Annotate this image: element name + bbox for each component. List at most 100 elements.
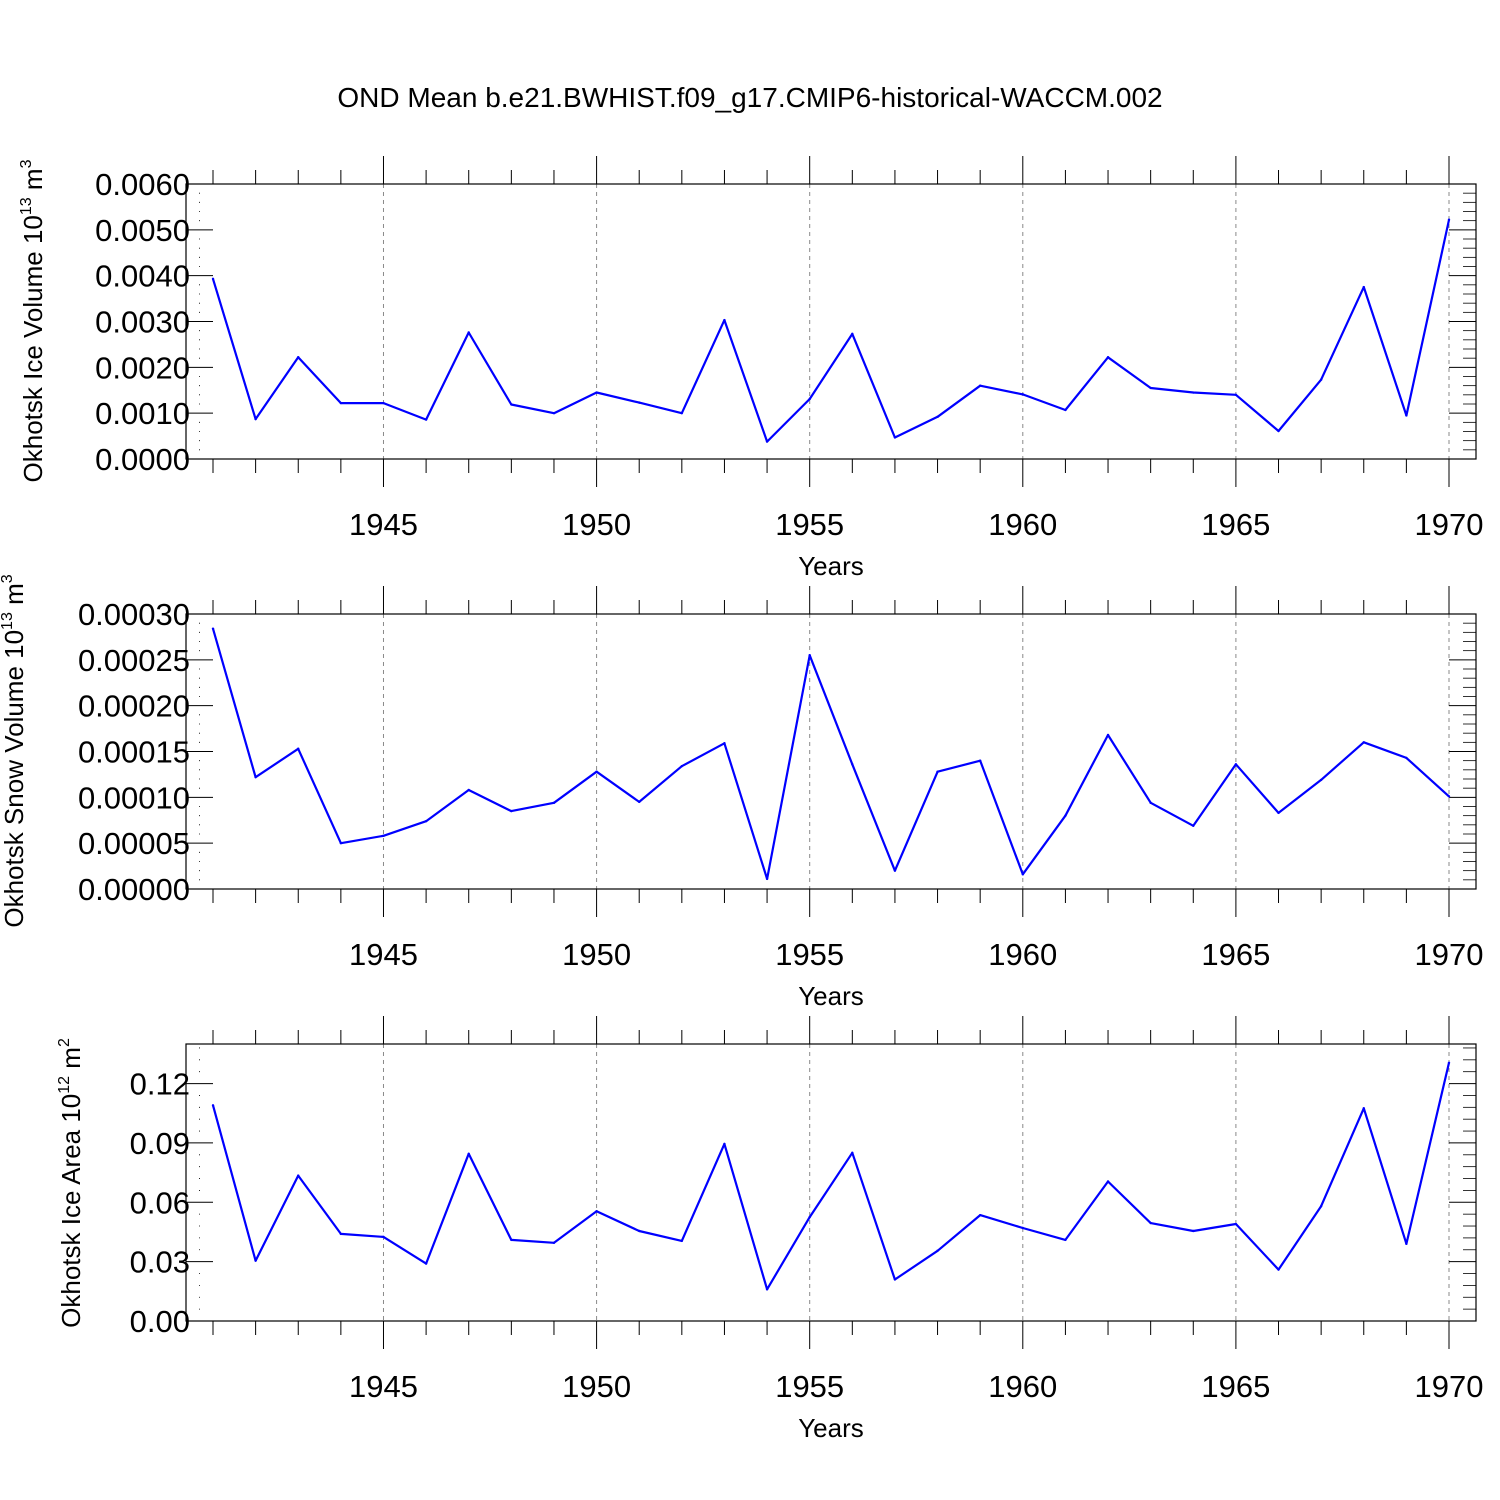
data-point bbox=[1277, 429, 1280, 433]
data-point bbox=[552, 801, 556, 805]
x-axis-label: Years bbox=[798, 1413, 864, 1443]
data-point bbox=[936, 415, 939, 419]
x-tick-label: 1960 bbox=[988, 507, 1057, 542]
data-point bbox=[638, 800, 641, 804]
data-point bbox=[893, 869, 897, 872]
x-tick-label: 1945 bbox=[349, 1369, 418, 1404]
data-point bbox=[211, 627, 215, 630]
data-point bbox=[808, 397, 811, 401]
data-point bbox=[680, 764, 684, 768]
data-point bbox=[1405, 756, 1408, 760]
data-point bbox=[1106, 356, 1110, 359]
data-point bbox=[424, 1262, 428, 1265]
data-point bbox=[936, 1249, 939, 1252]
data-point bbox=[978, 384, 982, 387]
y-tick-label: 0.09 bbox=[130, 1126, 190, 1161]
y-axis-label: Okhotsk Ice Volume 1013 m3 bbox=[18, 159, 48, 482]
data-point bbox=[1064, 408, 1067, 412]
data-point bbox=[1405, 1242, 1408, 1246]
data-point bbox=[1021, 1226, 1024, 1230]
y-tick-label: 0.00030 bbox=[78, 597, 190, 632]
x-tick-label: 1945 bbox=[349, 937, 418, 972]
y-tick-label: 0.00025 bbox=[78, 643, 190, 678]
data-point bbox=[297, 747, 300, 750]
x-tick-label: 1970 bbox=[1415, 1369, 1484, 1404]
x-tick-label: 1960 bbox=[988, 937, 1057, 972]
data-point bbox=[851, 1151, 854, 1155]
data-point bbox=[1192, 1229, 1195, 1233]
x-axis-label: Years bbox=[798, 981, 864, 1011]
data-point bbox=[1106, 733, 1110, 737]
y-tick-label: 0.0040 bbox=[95, 259, 190, 294]
data-point bbox=[936, 770, 939, 773]
data-point bbox=[1362, 741, 1365, 744]
data-point bbox=[467, 331, 470, 334]
y-tick-label: 0.0010 bbox=[95, 396, 190, 431]
y-tick-label: 0.0060 bbox=[95, 167, 190, 202]
x-axis-label: Years bbox=[798, 551, 864, 581]
x-tick-label: 1945 bbox=[349, 507, 418, 542]
y-axis-label: Okhotsk Snow Volume 1013 m3 bbox=[0, 574, 29, 927]
x-tick-label: 1955 bbox=[775, 937, 844, 972]
data-point bbox=[382, 1235, 385, 1239]
data-point bbox=[1021, 873, 1024, 876]
data-point bbox=[851, 763, 854, 766]
series-line bbox=[211, 628, 1450, 881]
data-point bbox=[1192, 824, 1195, 827]
data-point bbox=[339, 1232, 343, 1236]
y-tick-label: 0.00010 bbox=[78, 780, 190, 815]
data-point bbox=[978, 1213, 982, 1217]
data-point bbox=[638, 1229, 641, 1233]
data-point bbox=[1319, 1205, 1323, 1208]
data-point bbox=[1234, 1222, 1238, 1226]
x-tick-label: 1955 bbox=[775, 507, 844, 542]
data-point bbox=[723, 1142, 726, 1146]
data-point bbox=[1149, 1221, 1152, 1225]
data-point bbox=[552, 1241, 556, 1245]
data-point bbox=[254, 775, 257, 779]
x-tick-label: 1950 bbox=[562, 937, 631, 972]
ice-area-panel: 0.00 0.03 0.06 0.09 0.12 1945 1950 1955 1960 1965… bbox=[56, 1016, 1483, 1443]
plot-frame bbox=[185, 1043, 1477, 1322]
y-tick-label: 0.0020 bbox=[95, 350, 190, 385]
data-point bbox=[1064, 1238, 1067, 1242]
data-point bbox=[424, 819, 428, 823]
data-point bbox=[851, 332, 854, 336]
x-tick-label: 1950 bbox=[562, 507, 631, 542]
y-axis-label: Okhotsk Ice Area 1012 m2 bbox=[56, 1038, 86, 1328]
data-point bbox=[1021, 393, 1024, 396]
y-tick-label: 0.00 bbox=[130, 1304, 190, 1339]
data-point bbox=[680, 411, 684, 415]
data-point bbox=[382, 834, 385, 838]
data-point bbox=[424, 418, 428, 421]
data-point bbox=[723, 742, 726, 745]
data-point bbox=[808, 1215, 811, 1219]
data-point bbox=[1277, 1268, 1280, 1271]
data-point bbox=[254, 417, 257, 421]
y-tick-label: 0.00015 bbox=[78, 735, 190, 770]
data-point bbox=[893, 436, 897, 439]
data-point bbox=[1149, 801, 1152, 805]
y-tick-label: 0.0000 bbox=[95, 442, 190, 477]
data-point bbox=[552, 411, 556, 415]
plot-frame bbox=[185, 613, 1477, 890]
ice-volume-panel: 0.0000 0.0010 0.0020 0.0030 0.0040 0.0050 0.00… bbox=[18, 156, 1483, 581]
series-line bbox=[211, 219, 1451, 443]
data-point bbox=[595, 770, 598, 773]
data-point bbox=[1319, 378, 1323, 381]
y-tick-label: 0.0050 bbox=[95, 213, 190, 248]
data-point bbox=[765, 877, 769, 881]
data-point bbox=[1234, 393, 1238, 397]
data-point bbox=[723, 318, 726, 322]
data-point bbox=[595, 391, 598, 394]
y-tick-label: 0.06 bbox=[130, 1185, 190, 1220]
data-point bbox=[765, 440, 769, 443]
y-tick-label: 0.03 bbox=[130, 1245, 190, 1280]
data-point bbox=[510, 809, 513, 813]
data-point bbox=[808, 654, 811, 657]
data-point bbox=[638, 401, 641, 404]
x-tick-label: 1970 bbox=[1415, 937, 1484, 972]
data-point bbox=[978, 759, 982, 762]
data-point bbox=[254, 1259, 257, 1262]
